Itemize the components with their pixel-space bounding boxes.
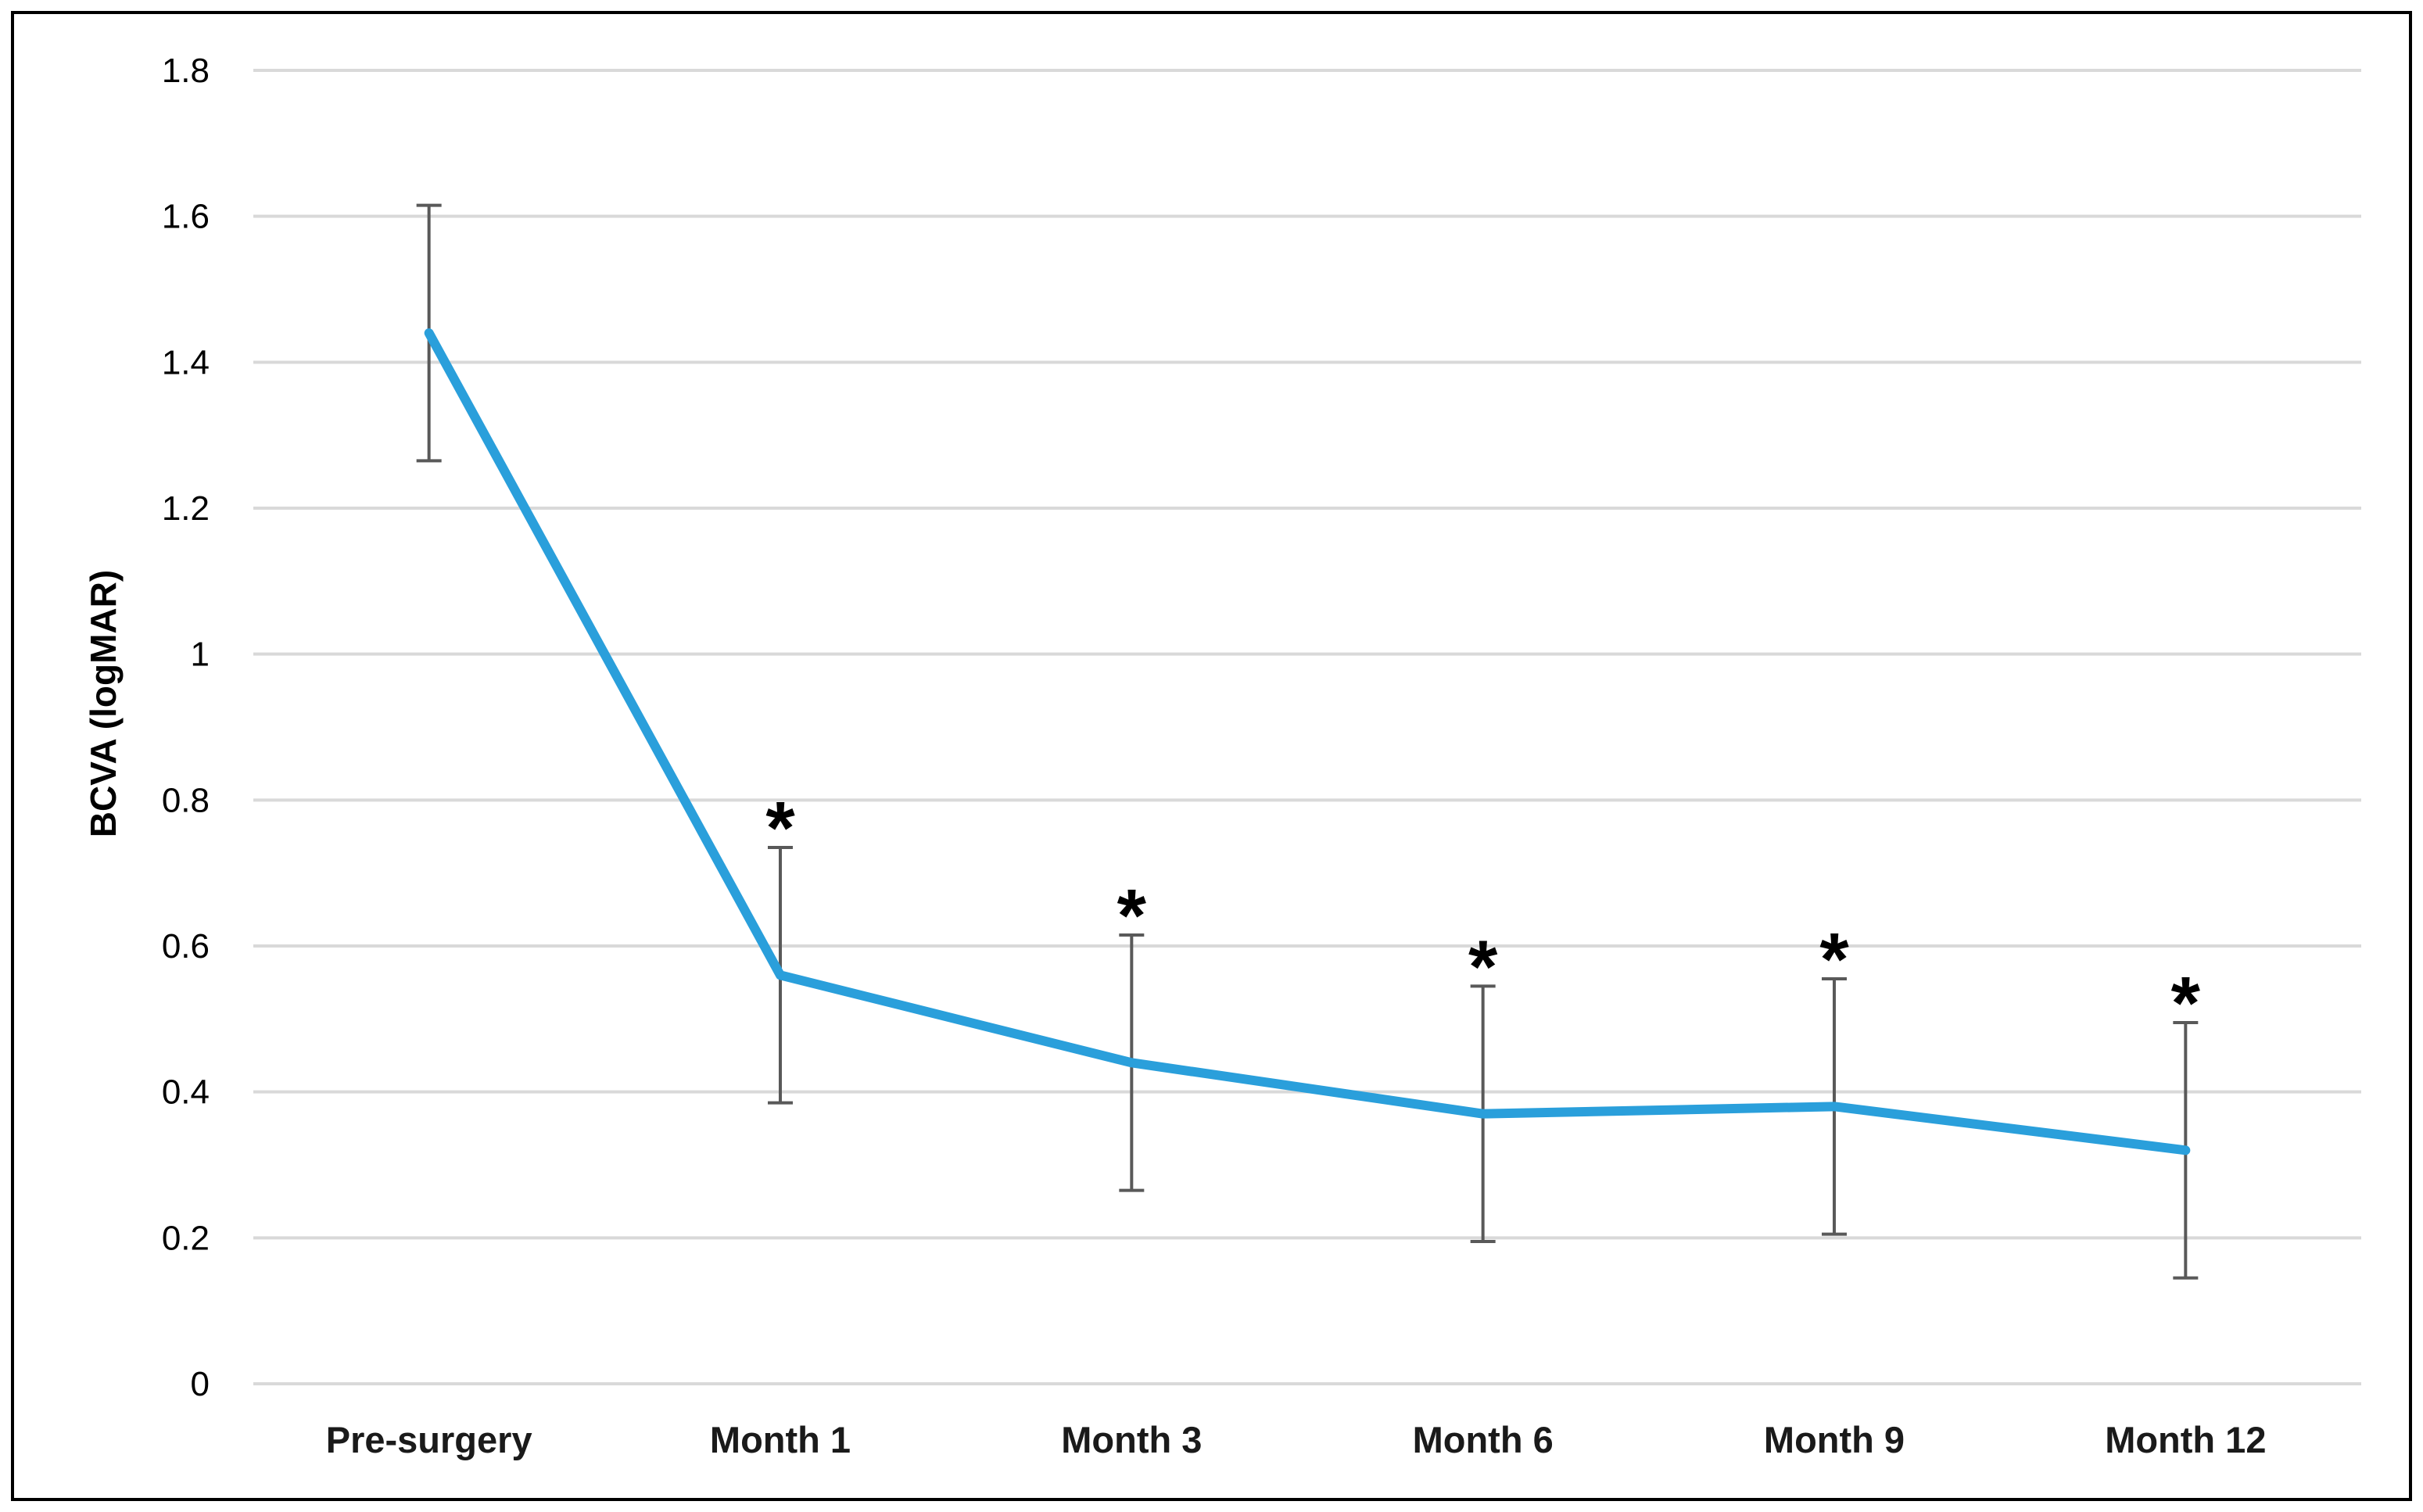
- series-line-layer: [424, 328, 2191, 1155]
- y-tick-label: 0: [191, 1365, 210, 1403]
- chart-svg: 0 0.2 0.4 0.6 0.8 1 1.2 1.4 1.6 1.8 Pre-surgery Mo…: [83, 52, 2361, 1460]
- y-axis-title: BCVA (logMAR): [83, 570, 124, 837]
- y-tick-label: 0.2: [162, 1219, 210, 1257]
- y-tick-label: 1: [191, 636, 210, 674]
- y-tick-label: 0.6: [162, 927, 210, 966]
- x-category-label: Month 9: [1764, 1419, 1905, 1460]
- y-tick-label: 1.4: [162, 343, 210, 382]
- significance-asterisk: *: [1468, 925, 1498, 1009]
- y-tick-label: 0.4: [162, 1073, 210, 1112]
- significance-markers: * * * * *: [765, 786, 2200, 1045]
- y-tick-label: 1.6: [162, 198, 210, 236]
- y-tick-label: 1.8: [162, 52, 210, 90]
- y-tick-label: 0.8: [162, 781, 210, 819]
- grid-layer: [253, 69, 2361, 1385]
- x-category-label: Month 12: [2105, 1419, 2266, 1460]
- series-line: [424, 328, 2191, 1155]
- chart-frame: 0 0.2 0.4 0.6 0.8 1 1.2 1.4 1.6 1.8 Pre-surgery Mo…: [11, 11, 2412, 1501]
- significance-asterisk: *: [765, 786, 795, 870]
- x-category-label: Month 1: [710, 1419, 851, 1460]
- significance-asterisk: *: [1117, 874, 1147, 958]
- significance-asterisk: *: [2171, 962, 2201, 1045]
- significance-asterisk: *: [1819, 918, 1849, 1001]
- y-tick-label: 1.2: [162, 489, 210, 528]
- x-category-label: Pre-surgery: [326, 1419, 532, 1460]
- x-category-labels: Pre-surgery Month 1 Month 3 Month 6 Month 9 M…: [326, 1419, 2267, 1460]
- x-category-label: Month 3: [1061, 1419, 1202, 1460]
- y-tick-labels: 0 0.2 0.4 0.6 0.8 1 1.2 1.4 1.6 1.8: [162, 52, 210, 1403]
- x-category-label: Month 6: [1413, 1419, 1554, 1460]
